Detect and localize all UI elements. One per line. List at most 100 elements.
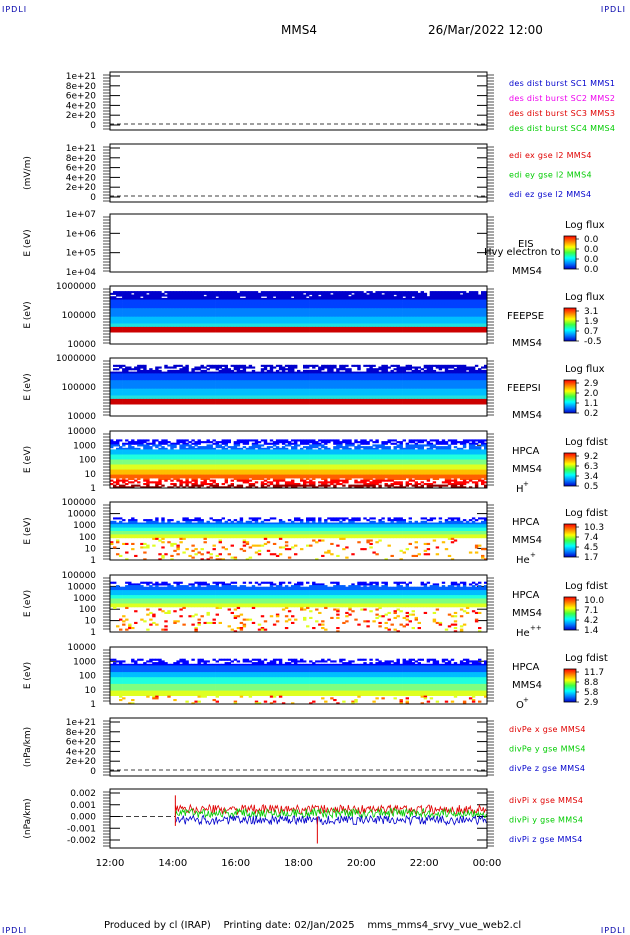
heatmap-cell bbox=[345, 300, 348, 302]
heatmap-cell bbox=[234, 372, 237, 374]
heatmap-cell bbox=[167, 330, 170, 332]
heatmap-cell bbox=[119, 295, 122, 297]
heatmap-cell bbox=[403, 330, 406, 332]
heatmap-cell bbox=[439, 372, 442, 374]
heatmap-cell bbox=[149, 372, 152, 374]
heatmap-cell bbox=[185, 330, 188, 332]
heatmap-cell bbox=[418, 329, 421, 331]
heatmap-cell bbox=[222, 372, 225, 374]
heatmap-cell bbox=[372, 300, 375, 302]
heatmap-cell bbox=[457, 300, 460, 302]
heatmap-cell bbox=[134, 329, 137, 331]
heatmap-cell bbox=[140, 367, 143, 369]
colorbar-tick-label: 0.7 bbox=[584, 327, 598, 337]
heatmap-cell bbox=[360, 330, 363, 332]
heatmap-cell bbox=[152, 329, 155, 331]
y-tick-label: 8e+20 bbox=[66, 154, 97, 164]
heatmap-cell bbox=[297, 329, 300, 331]
heatmap-cell bbox=[119, 300, 122, 302]
heatmap-cell bbox=[381, 300, 384, 302]
heatmap-cell bbox=[433, 365, 436, 367]
heatmap-cell bbox=[318, 372, 321, 374]
heatmap-cell bbox=[418, 300, 421, 302]
panel-frame bbox=[110, 214, 487, 272]
heatmap-cell bbox=[249, 329, 252, 331]
heatmap-cell bbox=[140, 295, 143, 297]
heatmap-cell bbox=[110, 300, 113, 302]
y-tick-label: 10000 bbox=[67, 412, 96, 422]
heatmap-cell bbox=[267, 330, 270, 332]
heatmap-cell bbox=[330, 372, 333, 374]
heatmap-cell bbox=[243, 300, 246, 302]
heatmap-cell bbox=[131, 291, 134, 293]
heatmap-cell bbox=[415, 330, 418, 332]
heatmap-cell bbox=[155, 372, 158, 374]
heatmap-cell bbox=[400, 329, 403, 331]
colorbar-tick-label: 0.0 bbox=[584, 245, 599, 255]
heatmap-cell bbox=[451, 372, 454, 374]
heatmap-cell bbox=[300, 372, 303, 374]
heatmap-cell bbox=[116, 300, 119, 302]
heatmap-cell bbox=[146, 330, 149, 332]
heatmap-cell bbox=[198, 372, 201, 374]
heatmap-cell bbox=[345, 330, 348, 332]
heatmap-cell bbox=[297, 372, 300, 374]
heatmap-cell bbox=[270, 300, 273, 302]
heatmap-cell bbox=[204, 330, 207, 332]
heatmap-cell bbox=[403, 372, 406, 374]
heatmap-cell bbox=[122, 372, 125, 374]
heatmap-cell bbox=[348, 372, 351, 374]
heatmap-cell bbox=[418, 372, 421, 374]
heatmap-cell bbox=[457, 330, 460, 332]
heatmap-cell bbox=[442, 372, 445, 374]
heatmap-cell bbox=[381, 330, 384, 332]
heatmap-cell bbox=[442, 300, 445, 302]
heatmap-cell bbox=[252, 330, 255, 332]
heatmap-cell bbox=[185, 300, 188, 302]
heatmap-cell bbox=[210, 372, 213, 374]
heatmap-cell bbox=[270, 329, 273, 331]
heatmap-cell bbox=[219, 372, 222, 374]
heatmap-cell bbox=[225, 372, 228, 374]
colorbar bbox=[564, 308, 576, 341]
heatmap-cell bbox=[342, 300, 345, 302]
heatmap-cell bbox=[246, 300, 249, 302]
heatmap-cell bbox=[421, 372, 424, 374]
y-tick-label: 10000 bbox=[67, 340, 96, 350]
heatmap-cell bbox=[318, 300, 321, 302]
heatmap-cell bbox=[125, 300, 128, 302]
heatmap-cell bbox=[354, 329, 357, 331]
heatmap-cell bbox=[436, 330, 439, 332]
heatmap-cell bbox=[363, 372, 366, 374]
heatmap-cell bbox=[234, 368, 237, 370]
heatmap-cell bbox=[201, 300, 204, 302]
heatmap-cell bbox=[213, 300, 216, 302]
heatmap-cell bbox=[451, 367, 454, 369]
heatmap-cell bbox=[388, 372, 391, 374]
heatmap-cell bbox=[300, 330, 303, 332]
heatmap-cell bbox=[213, 372, 216, 374]
heatmap-cell bbox=[406, 330, 409, 332]
heatmap-cell bbox=[333, 367, 336, 369]
heatmap-cell bbox=[360, 300, 363, 302]
heatmap-cell bbox=[412, 295, 415, 297]
y-tick-label: 1e+07 bbox=[66, 210, 96, 220]
heatmap-cell bbox=[188, 372, 191, 374]
heatmap-cell bbox=[342, 329, 345, 331]
heatmap-cell bbox=[472, 330, 475, 332]
heatmap-cell bbox=[312, 372, 315, 374]
legend-particle-dist-0: des dist burst SC1 MMS1 bbox=[509, 79, 615, 88]
heatmap-cell bbox=[228, 329, 231, 331]
heatmap-cell bbox=[451, 300, 454, 302]
heatmap-cell bbox=[421, 300, 424, 302]
heatmap-cell bbox=[339, 329, 342, 331]
heatmap-cell bbox=[252, 372, 255, 374]
heatmap-cell bbox=[409, 372, 412, 374]
heatmap-cell bbox=[264, 295, 267, 297]
legend-edi-field-0: edi ex gse l2 MMS4 bbox=[509, 151, 592, 160]
heatmap-cell bbox=[116, 365, 119, 367]
heatmap-cell bbox=[222, 300, 225, 302]
heatmap-cell bbox=[243, 372, 246, 374]
heatmap-cell bbox=[140, 372, 143, 374]
